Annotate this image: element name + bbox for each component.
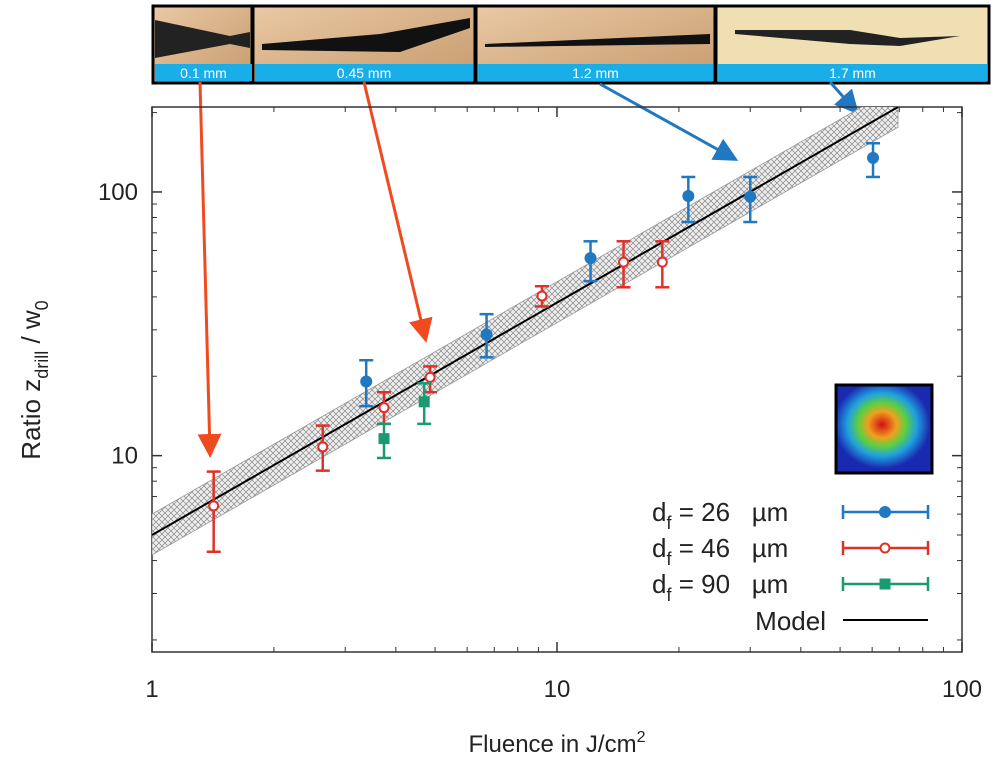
legend-marker [879, 578, 891, 590]
legend-label-sub: f [666, 585, 672, 605]
arrow [197, 81, 222, 458]
y-axis-label-sub: drill [32, 351, 52, 379]
x-axis-label: Fluence in J/cm2 [469, 729, 646, 758]
point [584, 252, 597, 265]
legend-label: Model [755, 606, 826, 636]
legend-label-main: d [652, 533, 666, 563]
y-axis-label-main: / w [16, 310, 46, 351]
legend-label: df = 46 µm [652, 533, 788, 569]
y-axis-label-main: Ratio z [16, 379, 46, 460]
model-band [152, 107, 899, 556]
arrow [828, 81, 859, 115]
y-tick-label: 100 [98, 179, 138, 206]
legend-marker [879, 542, 891, 554]
plot-frame [151, 106, 963, 653]
point [536, 290, 548, 302]
point [208, 500, 220, 512]
legend-label: df = 26 µm [652, 497, 788, 533]
legend-label-main: d [652, 497, 666, 527]
y-axis-label: Ratio zdrill / w0 [16, 300, 52, 459]
y-tick-label: 10 [111, 443, 138, 470]
point [656, 256, 668, 268]
x-axis-label-sup: 2 [637, 729, 646, 746]
photo-label-bar [718, 64, 987, 81]
point [378, 433, 390, 445]
point [317, 441, 329, 453]
legend-label-sub: f [666, 549, 672, 569]
point [744, 190, 757, 203]
photo-label-bar [255, 64, 473, 81]
arrow [362, 81, 433, 343]
legend-label-main: d [652, 569, 666, 599]
point [378, 402, 390, 414]
model-line [152, 107, 899, 536]
beam-inset [834, 383, 934, 475]
photo-label: 0.1 mm [180, 65, 227, 81]
legend-label-rest: = 46 µm [671, 533, 788, 563]
point [360, 375, 373, 388]
photo-label: 1.2 mm [572, 65, 619, 81]
point [682, 190, 695, 203]
x-tick-label: 1 [145, 676, 158, 703]
legend-marker [879, 506, 891, 518]
x-axis-label-main: Fluence in J/cm [469, 731, 637, 758]
point [424, 371, 436, 383]
y-axis-label-sub: 0 [32, 300, 52, 310]
photo-label-bar [478, 64, 713, 81]
point [480, 328, 493, 341]
plot-area [152, 107, 899, 556]
legend-label: df = 90 µm [652, 569, 788, 605]
photo-label: 0.45 mm [337, 65, 391, 81]
point [618, 256, 630, 268]
arrow [599, 82, 739, 161]
legend-label-rest: = 90 µm [671, 569, 788, 599]
error-bar [206, 470, 221, 553]
photo-label-bar [155, 64, 252, 81]
legend-label-rest: = 26 µm [671, 497, 788, 527]
legend-label-sub: f [666, 513, 672, 533]
x-tick-label: 100 [942, 676, 982, 703]
photo-label: 1.7 mm [829, 65, 876, 81]
point [867, 151, 880, 164]
x-tick-label: 10 [544, 676, 571, 703]
point [418, 396, 430, 408]
